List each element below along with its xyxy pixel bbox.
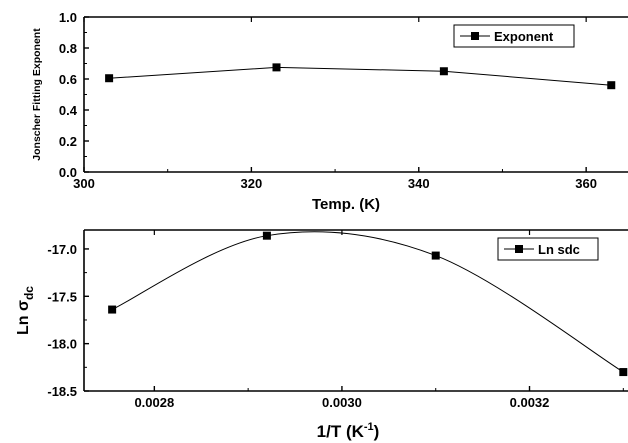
data-point — [439, 67, 448, 76]
data-point — [607, 81, 616, 90]
data-point — [262, 231, 271, 240]
x-tick-label: 0.0028 — [134, 395, 174, 410]
y-tick-label: 0.0 — [59, 165, 77, 180]
legend-box — [497, 237, 599, 261]
y-tick-label: 0.8 — [59, 41, 77, 56]
data-point — [431, 251, 440, 260]
series-curve — [111, 231, 624, 373]
data-point — [619, 368, 628, 377]
series-line — [109, 66, 612, 86]
legend-label: Exponent — [494, 29, 554, 44]
x-axis-label: 1/T (K-1) — [317, 421, 380, 441]
y-tick-label: 0.2 — [59, 134, 77, 149]
y-tick-label: -17.0 — [47, 242, 77, 257]
x-tick-label: 320 — [241, 176, 263, 191]
legend-marker — [471, 32, 479, 40]
data-point — [108, 305, 117, 314]
y-tick-label: 0.4 — [59, 103, 78, 118]
x-tick-label: 300 — [73, 176, 95, 191]
y-tick-label: -18.5 — [47, 384, 77, 399]
x-tick-label: 0.0030 — [322, 395, 362, 410]
y-tick-label: -18.0 — [47, 337, 77, 352]
legend-box — [453, 24, 575, 48]
y-tick-label: 1.0 — [59, 10, 77, 25]
x-axis-label: Temp. (K) — [312, 196, 380, 213]
x-tick-label: 340 — [408, 176, 430, 191]
y-axis-label: Ln σdc — [15, 286, 36, 335]
x-tick-label: 0.0032 — [510, 395, 550, 410]
y-axis-label: Jonscher Fitting Exponent — [31, 28, 43, 161]
chart-1: 0.0 0.2 0.4 0.6 0.8 1.0 300 320 340 360 Exponent Te… — [31, 10, 628, 213]
data-point — [272, 63, 281, 72]
data-point — [105, 74, 114, 83]
x-tick-label: 360 — [575, 176, 597, 191]
legend-marker — [515, 245, 523, 253]
y-tick-label: 0.6 — [59, 72, 77, 87]
legend-label: Ln sdc — [538, 242, 580, 257]
chart-2: -17.0 -17.5 -18.0 -18.5 0.0028 0.0030 0.0032 Ln… — [15, 229, 628, 441]
y-tick-label: -17.5 — [47, 289, 77, 304]
